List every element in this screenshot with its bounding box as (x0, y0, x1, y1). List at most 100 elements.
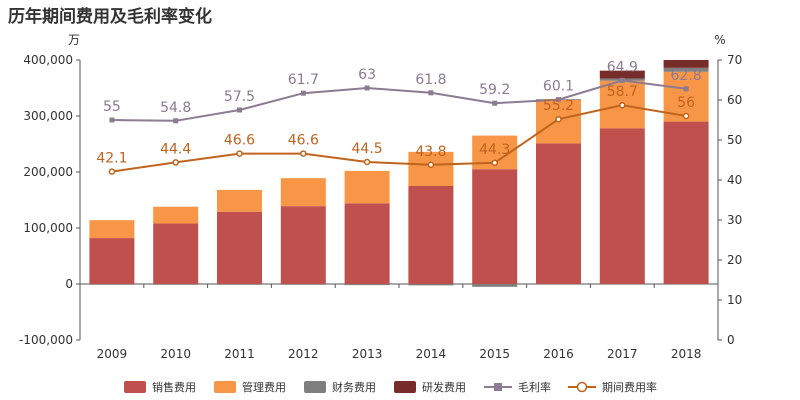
bar-segment (153, 284, 199, 285)
bar-segment (280, 178, 326, 207)
data-label: 44.3 (479, 142, 510, 158)
x-tick-label: 2016 (543, 347, 574, 361)
line-point (364, 85, 370, 91)
data-label: 46.6 (224, 133, 255, 149)
legend-label: 管理费用 (242, 380, 286, 394)
x-tick-label: 2017 (607, 347, 638, 361)
line-point (300, 90, 306, 96)
bar-segment (536, 143, 581, 284)
data-label: 46.6 (288, 133, 319, 149)
right-tick-label: 70 (727, 53, 742, 67)
right-tick-label: 40 (727, 173, 742, 187)
line-point (109, 117, 115, 123)
x-tick-label: 2015 (479, 347, 510, 361)
bar-segment (153, 206, 199, 224)
right-tick-label: 50 (727, 133, 742, 147)
line-point (236, 150, 243, 157)
left-tick-label: 300,000 (23, 109, 73, 123)
legend-swatch (394, 381, 416, 393)
series-line (111, 104, 687, 173)
legend-marker (576, 381, 588, 393)
x-tick-label: 2010 (160, 347, 191, 361)
right-tick-label: 20 (727, 253, 742, 267)
bar-segment (217, 284, 262, 285)
left-tick-label: -100,000 (19, 333, 73, 347)
line-point (300, 150, 307, 157)
bar-segment (344, 203, 390, 284)
data-label: 42.1 (96, 151, 127, 167)
bar-segment (472, 169, 518, 284)
bar-segment (217, 189, 262, 212)
legend-swatch (124, 381, 146, 393)
legend-swatch (304, 381, 326, 393)
line-point (108, 168, 116, 175)
bar-segment (472, 284, 518, 287)
bar-segment (408, 151, 454, 186)
data-label: 44.5 (352, 141, 383, 157)
data-label: 57.5 (224, 89, 255, 105)
left-tick-label: 0 (65, 277, 73, 291)
legend-label: 财务费用 (332, 380, 376, 394)
data-label: 55.2 (543, 98, 574, 114)
series-line (111, 79, 687, 122)
line-point (491, 159, 498, 167)
data-label: 63 (358, 67, 376, 83)
x-tick-label: 2018 (671, 347, 702, 361)
right-tick-label: 10 (727, 293, 742, 307)
bar-segment (408, 284, 454, 286)
legend-label: 研发费用 (422, 380, 466, 394)
data-label: 59.2 (479, 82, 510, 98)
data-label: 58.7 (607, 84, 638, 100)
chart-title: 历年期间费用及毛利率变化 (8, 7, 212, 27)
line-point (492, 100, 498, 106)
data-label: 64.9 (607, 59, 638, 75)
legend-label: 期间费用率 (602, 380, 657, 394)
x-tick-label: 2014 (416, 347, 447, 361)
bar-segment (280, 206, 326, 284)
legend-swatch (214, 381, 236, 393)
line-point (363, 158, 371, 166)
x-tick-label: 2011 (224, 347, 255, 361)
bar-segment (344, 284, 390, 286)
data-label: 55 (103, 99, 121, 115)
bar-segment (663, 67, 709, 72)
line-point (683, 86, 689, 92)
right-tick-label: 0 (727, 333, 735, 347)
x-tick-label: 2012 (288, 347, 319, 361)
bar-segment (280, 284, 326, 285)
data-label: 56 (677, 95, 695, 111)
bar-segment (89, 284, 135, 285)
bar-segment (408, 186, 454, 284)
bar-segment (89, 220, 135, 239)
data-label: 44.4 (160, 141, 191, 157)
left-tick-label: 400,000 (23, 53, 73, 67)
data-label: 54.8 (160, 100, 191, 116)
data-label: 62.8 (671, 68, 702, 84)
line-point (619, 101, 626, 109)
bar-segment (153, 223, 199, 284)
x-tick-label: 2009 (97, 347, 128, 361)
x-tick-label: 2013 (352, 347, 383, 361)
line-point (172, 159, 179, 166)
legend-label: 销售费用 (152, 380, 196, 394)
line-point (555, 115, 562, 123)
bar-segment (217, 211, 262, 284)
bar-segment (663, 60, 709, 68)
data-label: 61.8 (415, 72, 446, 88)
left-tick-label: 100,000 (23, 221, 73, 235)
line-point (619, 77, 625, 83)
line-point (237, 107, 242, 113)
bar-segment (89, 238, 135, 284)
right-tick-label: 60 (727, 93, 742, 107)
right-tick-label: 30 (727, 213, 742, 227)
bar-segment (663, 121, 709, 284)
line-point (682, 112, 690, 120)
line-point (428, 90, 434, 96)
data-label: 60.1 (543, 79, 574, 95)
legend-marker (494, 383, 502, 391)
bar-segment (344, 170, 390, 204)
data-label: 43.8 (415, 144, 446, 160)
legend-label: 毛利率 (518, 380, 551, 394)
